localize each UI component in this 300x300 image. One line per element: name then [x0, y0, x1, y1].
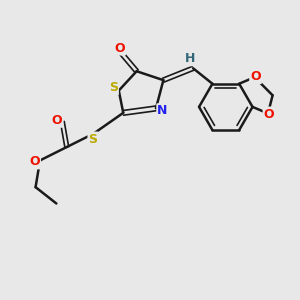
- Text: N: N: [157, 104, 168, 117]
- Text: O: O: [52, 114, 62, 127]
- Text: S: S: [109, 81, 118, 94]
- Text: O: O: [264, 107, 274, 121]
- Text: O: O: [114, 42, 125, 55]
- Text: O: O: [250, 70, 261, 83]
- Text: O: O: [29, 155, 40, 168]
- Text: S: S: [88, 133, 98, 146]
- Text: H: H: [185, 52, 195, 65]
